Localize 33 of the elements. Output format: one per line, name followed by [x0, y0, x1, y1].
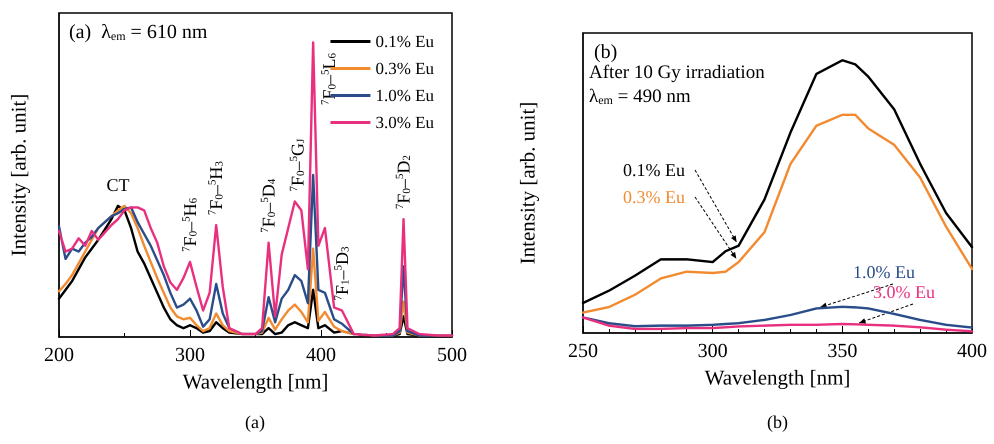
x-tick-label: 400 — [306, 344, 336, 366]
legend-label: 1.0% Eu — [375, 86, 434, 105]
legend-label: 3.0% Eu — [375, 113, 434, 132]
text: 0.1% Eu — [623, 160, 685, 180]
y-axis-title: Intensity [arb. unit] — [516, 102, 540, 264]
x-tick-label: 200 — [44, 344, 74, 366]
text: (a) — [245, 412, 265, 432]
legend-label: 0.1% Eu — [375, 32, 434, 51]
x-tick-label: 350 — [827, 340, 858, 362]
chart-title: (a) λem = 610 nm — [69, 21, 208, 43]
x-tick-label: 250 — [568, 340, 598, 362]
annotation: 7F0–5H3 — [206, 160, 226, 216]
annotation: λem = 490 nm — [589, 86, 691, 107]
annotation: 7F0–5H6 — [180, 197, 200, 252]
text: (b) — [767, 412, 788, 432]
annotation: CT — [106, 174, 130, 195]
annotation: 7F0–5D4 — [258, 178, 279, 233]
y-axis-title: Intensity [arb. unit] — [6, 94, 30, 256]
x-axis-title: Wavelength [nm] — [704, 366, 850, 390]
x-axis-title: Wavelength [nm] — [182, 370, 328, 394]
x-tick-label: 300 — [175, 344, 205, 366]
annotation: 7F0–5GJ — [287, 138, 308, 192]
x-tick-label: 500 — [437, 344, 467, 366]
series-label: 3.0% Eu — [873, 282, 935, 302]
x-tick-label: 400 — [957, 340, 987, 362]
series-label: 1.0% Eu — [853, 262, 915, 282]
chart-title: (b) — [594, 41, 618, 63]
legend-label: 0.3% Eu — [375, 59, 434, 78]
annotation: After 10 Gy irradiation — [589, 62, 766, 83]
annotation: 7F1–5D3 — [332, 246, 352, 300]
text: 0.3% Eu — [623, 187, 685, 207]
x-tick-label: 300 — [698, 340, 728, 362]
annotation: 7F0–5D2 — [394, 155, 414, 210]
